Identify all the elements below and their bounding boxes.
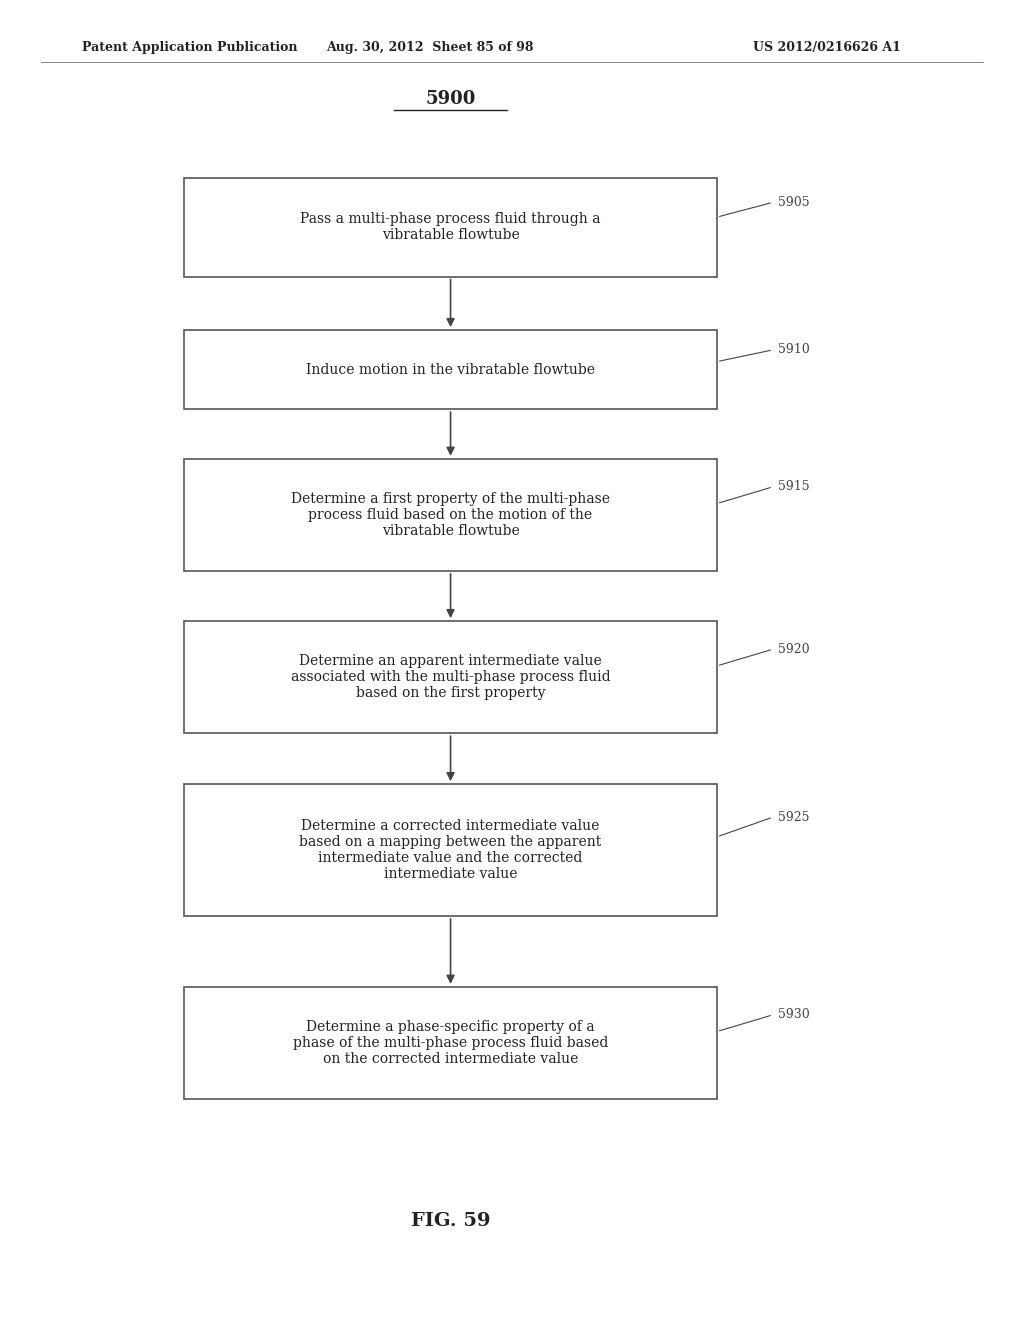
Text: Determine a first property of the multi-phase
process fluid based on the motion : Determine a first property of the multi-… (291, 491, 610, 539)
FancyBboxPatch shape (184, 178, 717, 277)
Text: 5920: 5920 (778, 643, 810, 656)
Text: FIG. 59: FIG. 59 (411, 1212, 490, 1230)
FancyBboxPatch shape (184, 784, 717, 916)
FancyBboxPatch shape (184, 987, 717, 1098)
Text: Determine a phase-specific property of a
phase of the multi-phase process fluid : Determine a phase-specific property of a… (293, 1019, 608, 1067)
Text: Aug. 30, 2012  Sheet 85 of 98: Aug. 30, 2012 Sheet 85 of 98 (327, 41, 534, 54)
Text: 5925: 5925 (778, 810, 810, 824)
Text: US 2012/0216626 A1: US 2012/0216626 A1 (754, 41, 901, 54)
Text: 5910: 5910 (778, 343, 810, 356)
FancyBboxPatch shape (184, 330, 717, 409)
Text: 5900: 5900 (425, 90, 476, 108)
FancyBboxPatch shape (184, 459, 717, 570)
Text: Pass a multi-phase process fluid through a
vibratable flowtube: Pass a multi-phase process fluid through… (300, 213, 601, 242)
Text: Induce motion in the vibratable flowtube: Induce motion in the vibratable flowtube (306, 363, 595, 376)
Text: Determine an apparent intermediate value
associated with the multi-phase process: Determine an apparent intermediate value… (291, 653, 610, 701)
Text: Patent Application Publication: Patent Application Publication (82, 41, 297, 54)
Text: 5915: 5915 (778, 480, 810, 494)
Text: 5905: 5905 (778, 195, 810, 209)
FancyBboxPatch shape (184, 622, 717, 734)
Text: 5930: 5930 (778, 1008, 810, 1022)
Text: Determine a corrected intermediate value
based on a mapping between the apparent: Determine a corrected intermediate value… (299, 818, 602, 882)
